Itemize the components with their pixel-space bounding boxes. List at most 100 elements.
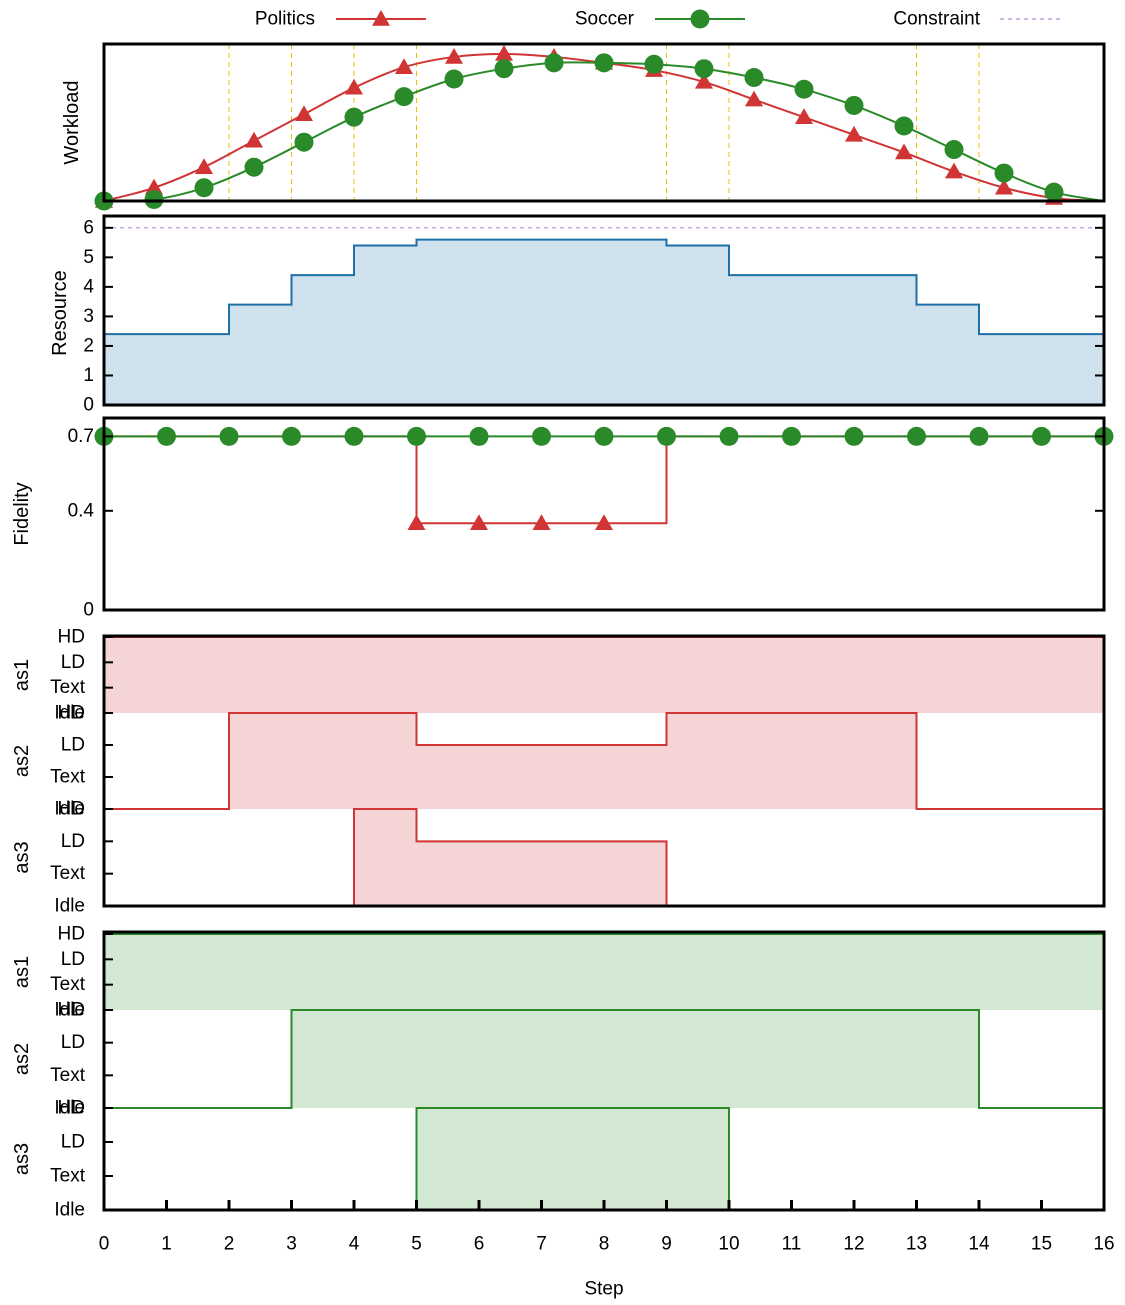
workload-curve-politics (103, 52, 1105, 202)
politics-as1-level-label: Text (50, 677, 86, 698)
workload-point-politics (295, 105, 313, 122)
workload-point-soccer (894, 116, 914, 136)
x-tick-label: 14 (968, 1234, 990, 1255)
soccer-as3-level-label: LD (61, 1132, 85, 1153)
workload-point-soccer (494, 59, 514, 79)
resource-ytick-label: 3 (83, 306, 94, 327)
politics-as3-level-label: Idle (54, 896, 85, 917)
fidelity-point-soccer (969, 426, 989, 446)
resource-ytick-label: 2 (83, 335, 94, 356)
x-tick-label: 3 (286, 1234, 297, 1255)
fidelity-frame (102, 416, 1106, 612)
x-axis-label: Step (584, 1279, 623, 1300)
politics-as3-level-label: Text (50, 863, 86, 884)
politics-as1-level-label: Idle (54, 703, 85, 724)
fidelity-point-soccer (844, 426, 864, 446)
legend-marker-soccer (690, 9, 710, 29)
politics-as2-level-label: Text (50, 767, 86, 788)
resource-ytick-label: 5 (83, 247, 94, 268)
politics-as2-state-line (104, 712, 1104, 810)
politics-as1-state-area (104, 637, 1104, 713)
workload-point-politics (995, 178, 1013, 195)
workload-point-politics (345, 78, 363, 95)
soccer-as2-level-label: Text (50, 1065, 86, 1086)
workload-point-politics (895, 143, 913, 160)
politics-as1-level-label: HD (58, 627, 85, 648)
soccer-as2-level-label: HD (58, 1000, 85, 1021)
workload-point-soccer (744, 68, 764, 88)
soccer-as2-level-label: LD (61, 1032, 85, 1053)
soccer-as3-row-label: as3 (11, 1143, 33, 1175)
workload-point-soccer (694, 59, 714, 79)
politics-as2-row-label: as2 (11, 745, 33, 777)
x-tick-label: 13 (906, 1234, 927, 1255)
soccer-as1-state-area (104, 934, 1104, 1010)
politics-as1-row-label: as1 (11, 659, 33, 691)
x-tick-label: 16 (1093, 1234, 1114, 1255)
resource-step-line (104, 238, 1104, 336)
fidelity-point-soccer (532, 426, 551, 446)
fidelity-point-politics (470, 514, 488, 530)
soccer-as1-level-label: LD (61, 949, 85, 970)
legend-label-soccer: Soccer (575, 9, 635, 30)
resource-ytick-label: 6 (83, 217, 94, 238)
workload-ylabel: Workload (61, 80, 83, 164)
politics-as3-level-label: LD (61, 831, 85, 852)
workload-point-politics (795, 108, 813, 124)
workload-point-soccer (844, 95, 864, 115)
workload-point-soccer (944, 140, 964, 160)
resource-ytick-label: 0 (83, 395, 94, 416)
workload-point-soccer (444, 69, 464, 89)
x-tick-label: 12 (843, 1234, 864, 1255)
resource-frame (102, 214, 1106, 407)
fidelity-ylabel: Fidelity (11, 482, 33, 545)
resource-ytick-label: 1 (83, 365, 94, 386)
soccer-as1-level-label: Text (50, 974, 86, 995)
workload-point-soccer (544, 53, 564, 73)
workload-point-politics (395, 58, 413, 74)
soccer-as3-level-label: HD (58, 1098, 85, 1119)
fidelity-ytick-label: 0.4 (68, 500, 95, 521)
fidelity-point-soccer (907, 426, 926, 446)
fidelity-point-soccer (219, 426, 239, 446)
workload-point-soccer (244, 157, 264, 177)
x-tick-label: 5 (411, 1234, 422, 1255)
workload-point-soccer (644, 54, 664, 74)
x-tick-label: 9 (661, 1234, 672, 1255)
workload-point-politics (245, 131, 263, 148)
fidelity-point-soccer (407, 426, 426, 446)
fidelity-point-soccer (719, 426, 739, 446)
politics-as3-state-area (104, 809, 1104, 906)
workload-point-soccer (394, 87, 414, 107)
fidelity-point-soccer (157, 426, 176, 446)
soccer-as1-row-label: as1 (11, 956, 33, 988)
politics-state-frame (102, 634, 1106, 908)
resource-ytick-label: 4 (83, 276, 94, 297)
soccer-as1-level-label: HD (58, 924, 85, 945)
workload-point-politics (845, 125, 863, 142)
fidelity-ytick-label: 0.7 (68, 426, 94, 447)
fidelity-point-soccer (594, 426, 614, 446)
workload-point-politics (445, 47, 463, 64)
legend-marker-politics (372, 10, 390, 26)
x-tick-label: 7 (536, 1234, 547, 1255)
fidelity-point-politics (532, 514, 551, 530)
politics-as2-level-label: Idle (54, 799, 85, 820)
workload-point-politics (695, 72, 713, 89)
fidelity-point-soccer (344, 426, 364, 446)
x-tick-label: 15 (1031, 1234, 1052, 1255)
workload-point-soccer (194, 178, 214, 198)
resource-ylabel: Resource (49, 270, 71, 356)
workload-point-soccer (294, 132, 314, 152)
workload-point-politics (195, 158, 213, 174)
workload-point-politics (745, 90, 763, 107)
workload-point-soccer (1044, 182, 1064, 202)
politics-as3-row-label: as3 (11, 841, 33, 873)
legend-label-politics: Politics (255, 9, 315, 30)
workload-point-soccer (594, 53, 614, 73)
politics-as2-level-label: HD (58, 703, 85, 724)
workload-point-politics (495, 45, 513, 61)
workload-point-soccer (344, 107, 364, 127)
x-tick-label: 1 (161, 1234, 172, 1255)
fidelity-point-soccer (782, 426, 801, 446)
